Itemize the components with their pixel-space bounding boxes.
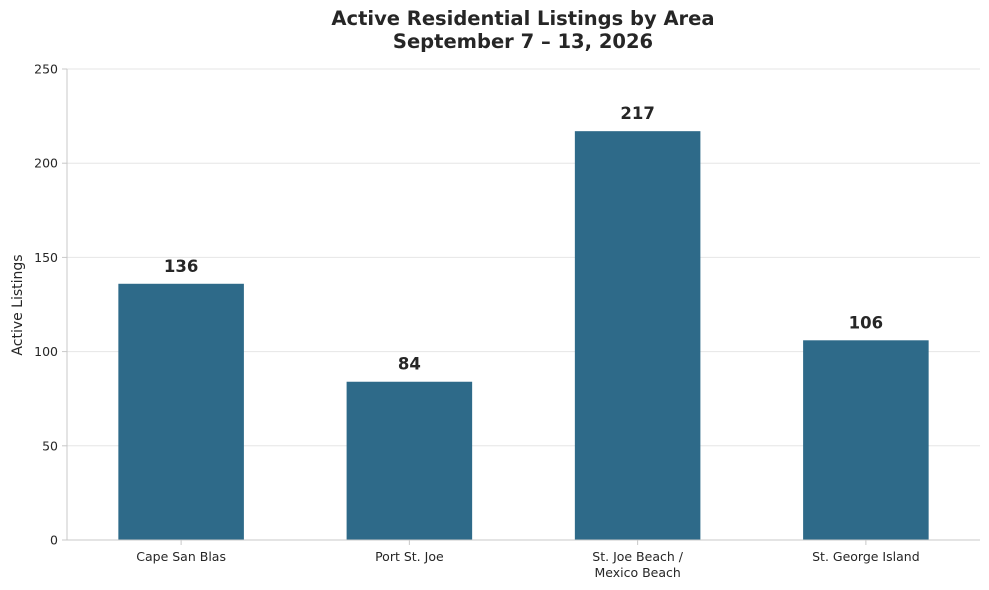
axes <box>62 68 980 545</box>
x-tick-label: St. Joe Beach / Mexico Beach <box>592 549 683 580</box>
bars <box>118 131 929 540</box>
y-tick-label: 150 <box>34 250 58 265</box>
x-tick-label: Cape San Blas <box>136 549 226 564</box>
y-axis-title: Active Listings <box>10 254 26 355</box>
y-tick-label: 50 <box>42 438 58 453</box>
bar <box>803 340 929 540</box>
x-tick-label: Port St. Joe <box>375 549 444 564</box>
chart-subtitle: September 7 – 13, 2026 <box>392 30 654 53</box>
x-tick-label: St. George Island <box>812 549 920 564</box>
y-tick-label: 250 <box>34 62 58 77</box>
bar-value-label: 84 <box>398 355 421 374</box>
bar-value-label: 217 <box>620 104 654 123</box>
chart-title-block: Active Residential Listings by Area Sept… <box>0 7 989 53</box>
value-labels: 136 84 217 106 <box>164 104 883 374</box>
y-tick-label: 100 <box>34 344 58 359</box>
y-tick-label: 0 <box>50 533 58 548</box>
y-tick-label: 200 <box>34 156 58 171</box>
chart-title: Active Residential Listings by Area <box>331 7 715 30</box>
bar <box>118 283 244 540</box>
y-tick-labels: 0 50 100 150 200 250 <box>34 62 58 548</box>
bar-value-label: 106 <box>849 313 883 332</box>
x-tick-labels: Cape San Blas Port St. Joe St. Joe Beach /… <box>136 549 919 580</box>
bar <box>574 131 701 540</box>
bar-value-label: 136 <box>164 257 198 276</box>
bar <box>346 381 473 540</box>
